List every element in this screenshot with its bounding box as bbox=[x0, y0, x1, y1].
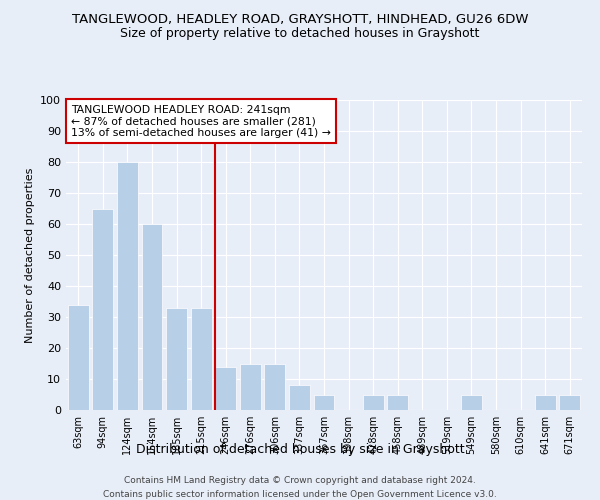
Bar bbox=[535, 394, 556, 410]
Text: Size of property relative to detached houses in Grayshott: Size of property relative to detached ho… bbox=[121, 28, 479, 40]
Bar bbox=[215, 366, 236, 410]
Bar bbox=[92, 208, 113, 410]
Bar bbox=[314, 394, 334, 410]
Bar bbox=[68, 304, 89, 410]
Text: TANGLEWOOD HEADLEY ROAD: 241sqm
← 87% of detached houses are smaller (281)
13% o: TANGLEWOOD HEADLEY ROAD: 241sqm ← 87% of… bbox=[71, 104, 331, 138]
Text: Distribution of detached houses by size in Grayshott: Distribution of detached houses by size … bbox=[136, 442, 464, 456]
Bar bbox=[387, 394, 408, 410]
Bar bbox=[191, 308, 212, 410]
Bar bbox=[265, 364, 286, 410]
Text: Contains public sector information licensed under the Open Government Licence v3: Contains public sector information licen… bbox=[103, 490, 497, 499]
Bar bbox=[166, 308, 187, 410]
Bar bbox=[240, 364, 261, 410]
Bar bbox=[142, 224, 163, 410]
Text: Contains HM Land Registry data © Crown copyright and database right 2024.: Contains HM Land Registry data © Crown c… bbox=[124, 476, 476, 485]
Bar bbox=[289, 385, 310, 410]
Y-axis label: Number of detached properties: Number of detached properties bbox=[25, 168, 35, 342]
Bar bbox=[461, 394, 482, 410]
Bar bbox=[117, 162, 138, 410]
Text: TANGLEWOOD, HEADLEY ROAD, GRAYSHOTT, HINDHEAD, GU26 6DW: TANGLEWOOD, HEADLEY ROAD, GRAYSHOTT, HIN… bbox=[72, 12, 528, 26]
Bar bbox=[559, 394, 580, 410]
Bar bbox=[362, 394, 383, 410]
